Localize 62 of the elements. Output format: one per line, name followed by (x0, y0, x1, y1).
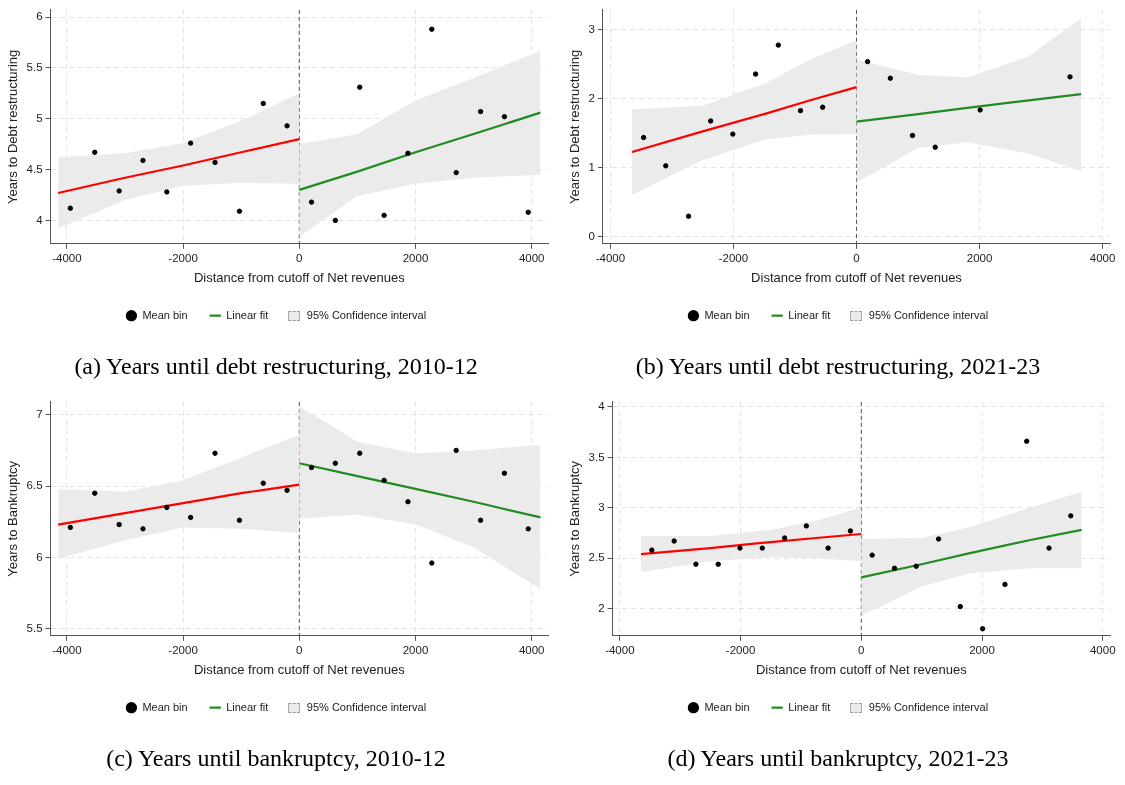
text: 95% Confidence interval (306, 308, 427, 321)
y-tick-label: 6.5 (26, 479, 43, 492)
x-tick-label: -2000 (168, 643, 198, 656)
y-tick-label: 3 (588, 23, 595, 36)
x-tick-label: 2000 (402, 251, 429, 264)
x-tick-label: -2000 (725, 643, 756, 656)
legend-label: Mean bin (704, 700, 750, 713)
legend-label: Linear fit (226, 700, 269, 713)
legend-label: Mean bin (142, 308, 188, 321)
x-tick-label: -4000 (605, 643, 635, 656)
x-tick-label: -4000 (52, 643, 82, 656)
x-tick-label: 2000 (402, 643, 429, 656)
text: (c) Years until bankruptcy, 2010-12 (106, 744, 446, 771)
x-tick-label: 0 (853, 251, 860, 264)
text: (b) Years until debt restructuring, 2021-23 (635, 352, 1041, 379)
x-tick-label: 4000 (518, 251, 545, 264)
x-tick-label: -2000 (718, 251, 749, 264)
x-tick-label: 2000 (966, 251, 993, 264)
y-tick-label: 1 (588, 161, 595, 174)
text: (d) Years until bankruptcy, 2021-23 (667, 744, 1009, 771)
y-axis-title: Years to Debt restructuring (567, 49, 583, 204)
y-axis-title: Years to Bankruptcy (5, 460, 21, 577)
y-tick-label: 5.5 (26, 621, 43, 634)
x-tick-label: 4000 (1089, 251, 1116, 264)
x-axis-title: Distance from cutoff of Net revenues (755, 661, 968, 677)
y-tick-label: 4.5 (26, 162, 43, 175)
x-axis-title: Distance from cutoff of Net revenues (193, 661, 406, 677)
y-axis-title: Years to Debt restructuring (5, 49, 21, 204)
y-tick-label: 5 (36, 111, 43, 124)
x-tick-label: 0 (296, 643, 303, 656)
text: (a) Years until debt restructuring, 2010-12 (74, 352, 478, 379)
x-tick-label: 4000 (1089, 643, 1116, 656)
y-tick-label: 0 (588, 230, 595, 243)
x-tick-label: 4000 (518, 643, 545, 656)
x-tick-label: -4000 (52, 251, 82, 264)
legend-label: Mean bin (142, 700, 188, 713)
y-tick-label: 6 (36, 10, 43, 23)
x-tick-label: 0 (858, 643, 865, 656)
y-tick-label: 2 (598, 601, 605, 614)
legend-label: Mean bin (704, 308, 750, 321)
legend-label: Linear fit (226, 308, 269, 321)
y-tick-label: 5.5 (26, 61, 43, 74)
y-tick-label: 3.5 (588, 450, 605, 463)
x-axis-title: Distance from cutoff of Net revenues (193, 269, 406, 285)
y-tick-label: 4 (36, 213, 44, 226)
x-axis-title: Distance from cutoff of Net revenues (751, 269, 963, 285)
y-tick-label: 3 (598, 500, 605, 513)
text: 95% Confidence interval (868, 700, 989, 713)
y-axis-title: Years to Bankruptcy (567, 460, 583, 577)
y-tick-label: 7 (36, 407, 43, 420)
text: 95% Confidence interval (306, 700, 427, 713)
x-tick-label: -4000 (595, 251, 626, 264)
legend-label: Linear fit (788, 700, 831, 713)
x-tick-label: -2000 (168, 251, 198, 264)
y-tick-label: 2 (588, 92, 595, 105)
y-tick-label: 4 (598, 400, 606, 413)
text: 95% Confidence interval (868, 308, 989, 321)
y-tick-label: 6 (36, 550, 43, 563)
x-tick-label: 0 (296, 251, 303, 264)
x-tick-label: 2000 (969, 643, 995, 656)
legend-label: Linear fit (788, 308, 831, 321)
y-tick-label: 2.5 (588, 551, 605, 564)
